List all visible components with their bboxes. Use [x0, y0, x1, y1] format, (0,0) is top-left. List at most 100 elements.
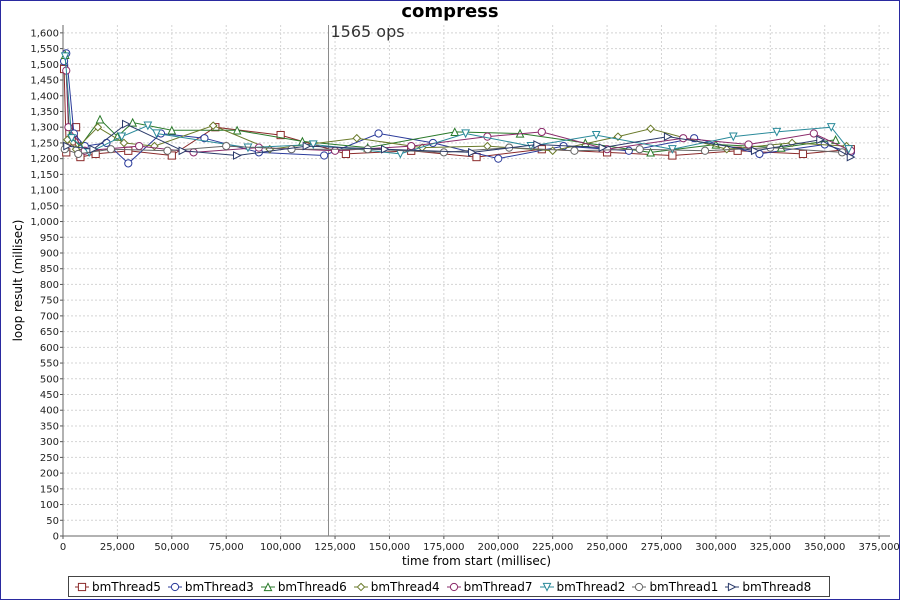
data-point [352, 133, 362, 143]
legend-item: bmThread7 [446, 579, 533, 594]
y-tick-label: 0 [53, 532, 59, 543]
data-point [450, 127, 460, 137]
data-point [143, 121, 153, 131]
x-tick-label: 100,000 [260, 542, 301, 553]
legend-marker-icon [75, 582, 89, 591]
data-point [163, 146, 172, 155]
data-point [526, 141, 536, 151]
data-point [178, 146, 188, 156]
data-point [308, 140, 318, 150]
ops-marker-label: 1565 ops [331, 22, 405, 41]
legend-marker-icon [446, 582, 461, 591]
data-point [330, 146, 340, 155]
data-point [483, 132, 492, 141]
series-bmThread8 [63, 119, 856, 162]
data-point [60, 52, 70, 62]
x-tick-label: 250,000 [586, 542, 627, 553]
data-point [119, 138, 129, 148]
data-point [494, 154, 503, 163]
y-tick-label: 250 [40, 453, 59, 464]
data-point [667, 145, 677, 154]
data-point [374, 129, 383, 138]
x-tick-label: 300,000 [695, 542, 736, 553]
data-point [233, 151, 242, 160]
legend-marker-icon [260, 581, 275, 591]
x-tick-label: 150,000 [369, 542, 410, 553]
legend-marker [635, 582, 644, 591]
data-point [320, 151, 329, 160]
x-tick-label: 350,000 [804, 542, 845, 553]
y-tick-label: 900 [40, 248, 59, 259]
data-point [722, 144, 732, 154]
legend-marker-icon [539, 582, 554, 592]
y-tick-label: 950 [40, 233, 59, 244]
y-tick-label: 1,450 [30, 76, 59, 87]
y-tick-label: 750 [40, 296, 59, 307]
data-point [380, 144, 390, 154]
data-point [232, 125, 242, 135]
legend-marker-icon [632, 582, 647, 591]
legend-label: bmThread1 [649, 579, 719, 594]
data-point [472, 152, 481, 162]
legend-item: bmThread6 [260, 580, 347, 594]
data-point [67, 134, 77, 143]
legend-label: bmThread3 [184, 579, 254, 594]
data-point [591, 130, 601, 140]
legend-label: bmThread7 [463, 579, 533, 594]
data-point [93, 122, 103, 132]
y-tick-label: 300 [40, 437, 59, 448]
x-tick-label: 125,000 [314, 542, 355, 553]
y-tick-label: 50 [46, 516, 59, 527]
data-point [816, 135, 826, 145]
data-point [135, 141, 144, 151]
data-point [646, 124, 655, 134]
data-point [167, 125, 177, 135]
data-point [222, 141, 231, 151]
legend-label: bmThread5 [92, 579, 161, 594]
data-point [663, 132, 673, 142]
data-point [772, 127, 782, 137]
series-bmThread2 [60, 52, 854, 159]
data-point [63, 141, 73, 151]
y-tick-label: 1,150 [30, 170, 59, 181]
data-point [750, 146, 760, 156]
data-point [302, 141, 312, 151]
legend-item: bmThread3 [167, 579, 254, 594]
x-tick-label: 25,000 [100, 542, 135, 553]
y-tick-label: 1,400 [30, 91, 59, 102]
data-point [624, 146, 633, 155]
legend-label: bmThread4 [370, 579, 440, 594]
data-point [200, 134, 209, 143]
y-tick-label: 850 [40, 264, 59, 275]
legend-label: bmThread2 [556, 579, 626, 594]
y-tick-label: 450 [40, 390, 59, 401]
x-axis-label: time from start (millisec) [402, 554, 551, 568]
legend-item: bmThread1 [632, 580, 718, 594]
data-point [363, 145, 372, 154]
legend-marker-icon [725, 582, 740, 591]
x-tick-label: 0 [60, 542, 66, 553]
legend-marker [542, 582, 551, 592]
x-tick-label: 175,000 [423, 542, 464, 553]
y-tick-label: 1,350 [30, 107, 59, 118]
data-point [122, 119, 131, 129]
y-tick-label: 200 [40, 469, 59, 480]
data-point [537, 127, 546, 137]
data-point [95, 114, 105, 124]
data-point [733, 146, 742, 155]
legend-marker [356, 582, 366, 591]
legend-marker-icon [167, 582, 182, 591]
legend-marker [263, 581, 273, 591]
legend-label: bmThread8 [742, 579, 812, 594]
data-point [341, 149, 351, 159]
y-tick-label: 1,300 [30, 123, 59, 134]
y-tick-label: 800 [40, 280, 59, 291]
data-point [208, 121, 218, 130]
data-point [826, 123, 836, 132]
y-tick-label: 700 [40, 311, 59, 322]
series-bmThread1 [60, 141, 847, 159]
y-tick-label: 1,050 [30, 201, 59, 212]
y-tick-label: 1,200 [30, 154, 59, 165]
data-point [776, 142, 786, 152]
data-point [407, 141, 416, 151]
